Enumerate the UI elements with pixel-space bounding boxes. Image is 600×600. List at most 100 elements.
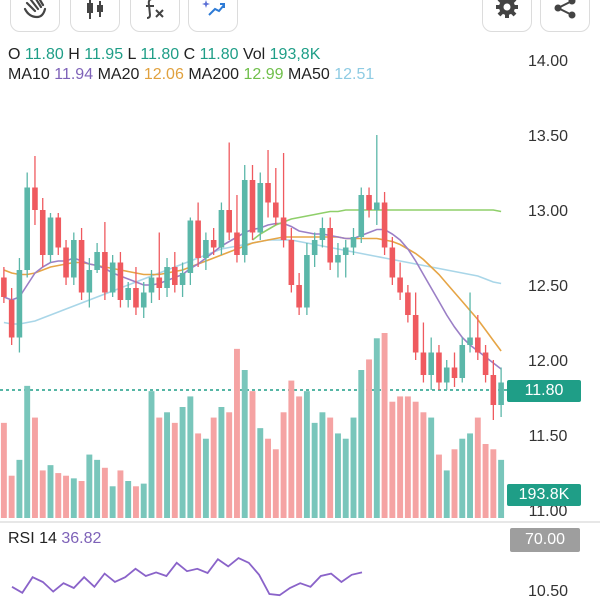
candle-body [133,288,139,308]
candle-body [109,262,116,293]
volume-layer [0,333,505,518]
candle-body [428,352,434,375]
last-price-tag: 11.80 [507,380,581,402]
indicator-fx-icon [146,0,164,19]
candle-body [187,220,194,273]
rsi-tick-label: 10.50 [528,583,568,600]
rsi-level-tag: 70.00 [510,528,580,552]
candle-body [443,367,450,383]
ma200-label: MA200 [188,66,240,83]
volume-bar [288,380,295,518]
volume-bar [164,412,170,518]
candle-type-button[interactable] [70,0,120,32]
ma50-value: 12.51 [334,66,375,83]
candle-layer [1,135,504,420]
magic-draw-button[interactable] [188,0,238,32]
candle-body [55,217,62,248]
y-tick-label: 13.50 [528,128,568,145]
price-axis: 14.00 13.50 13.00 12.50 12.00 11.50 11.00 [528,53,568,520]
volume-bar [327,417,334,518]
candle-body [342,247,349,255]
volume-bar [296,396,303,518]
y-tick-label: 14.00 [528,53,568,70]
ma50-line [3,239,502,325]
volume-bar [335,433,341,518]
ma10-line [3,222,502,370]
candle-body [412,315,419,353]
volume-bar [86,454,93,518]
ma20-label: MA20 [97,66,140,83]
volume-bar [63,475,69,518]
candle-body [288,240,295,285]
candle-body [257,183,264,233]
open-value: 11.80 [24,46,64,63]
candle-body [490,375,497,405]
volume-bar [94,459,101,518]
candle-body [366,195,372,210]
close-label: C [183,46,196,63]
candle-body [125,288,131,300]
candle-body [296,285,302,308]
drawing-hand-tool-button[interactable] [10,0,60,32]
volume-bar [210,417,217,518]
volume-bar [195,433,202,518]
share-button[interactable] [540,0,590,32]
high-label: H [68,46,80,63]
y-tick-label: 13.00 [528,203,568,220]
candle-body [327,228,333,263]
y-tick-label: 11.50 [529,428,568,445]
volume-bar [156,417,163,518]
candle-body [102,252,108,293]
volume-bar [280,412,287,518]
volume-bar [202,438,209,518]
volume-bar [404,396,411,518]
open-label: O [8,46,21,63]
candle-body [16,270,23,338]
volume-bar [47,465,54,518]
candle-body [475,337,481,353]
indicators-button[interactable] [130,0,180,32]
volume-bar [265,438,271,518]
candle-body [39,210,46,255]
share-icon [554,0,576,19]
candle-body [265,183,271,203]
candle-body [148,277,155,293]
candle-body [374,202,380,210]
high-value: 11.95 [84,46,124,63]
candle-body [381,202,388,248]
volume-bar [8,475,15,518]
volume-bar [249,391,256,518]
candle-body [397,277,403,293]
candle-body [179,273,186,285]
volume-label: Vol [242,46,266,63]
ma50-label: MA50 [287,66,330,83]
volume-bar [459,438,466,518]
candle-body [498,382,504,405]
rsi-legend: RSI 14 36.82 [8,530,101,548]
volume-bar [412,401,419,518]
candle-body [459,345,466,378]
low-label: L [127,46,136,63]
volume-bar [39,470,46,518]
magic-draw-icon [202,0,225,16]
volume-bar [218,407,225,518]
candle-body [140,292,147,308]
volume-bar [234,348,240,518]
candle-body [405,292,411,315]
volume-bar [171,422,178,518]
volume-bar [78,481,85,518]
candle-body [94,252,100,270]
low-value: 11.80 [140,46,180,63]
volume-bar [179,407,186,518]
candle-body [24,187,30,270]
volume-bar [24,385,31,518]
settings-button[interactable] [482,0,532,32]
candle-body [273,202,279,218]
volume-bar [109,486,116,518]
ma10-label: MA10 [8,66,50,83]
candle-body [47,217,54,255]
ma10-value: 11.94 [54,66,94,83]
volume-bar [482,444,489,518]
candle-body [156,277,163,288]
